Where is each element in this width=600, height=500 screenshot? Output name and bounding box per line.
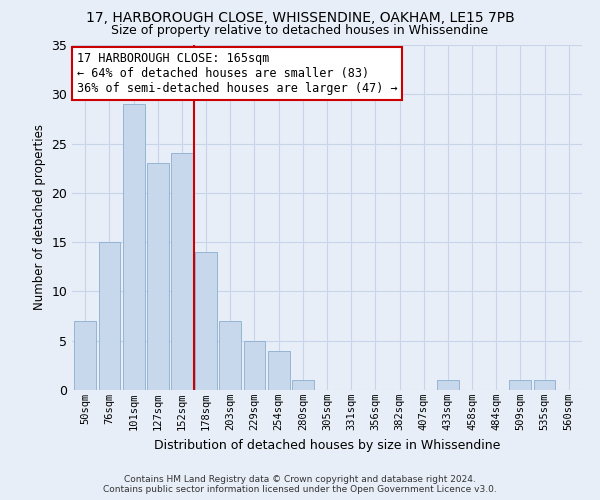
X-axis label: Distribution of detached houses by size in Whissendine: Distribution of detached houses by size … xyxy=(154,438,500,452)
Text: Contains HM Land Registry data © Crown copyright and database right 2024.
Contai: Contains HM Land Registry data © Crown c… xyxy=(103,474,497,494)
Bar xyxy=(244,340,265,390)
Bar xyxy=(74,321,96,390)
Text: 17, HARBOROUGH CLOSE, WHISSENDINE, OAKHAM, LE15 7PB: 17, HARBOROUGH CLOSE, WHISSENDINE, OAKHA… xyxy=(86,11,514,25)
Bar xyxy=(509,380,531,390)
Bar xyxy=(195,252,217,390)
Y-axis label: Number of detached properties: Number of detached properties xyxy=(33,124,46,310)
Text: Size of property relative to detached houses in Whissendine: Size of property relative to detached ho… xyxy=(112,24,488,37)
Bar xyxy=(533,380,556,390)
Bar xyxy=(123,104,145,390)
Bar xyxy=(292,380,314,390)
Bar xyxy=(171,154,193,390)
Text: 17 HARBOROUGH CLOSE: 165sqm
← 64% of detached houses are smaller (83)
36% of sem: 17 HARBOROUGH CLOSE: 165sqm ← 64% of det… xyxy=(77,52,398,95)
Bar xyxy=(268,350,290,390)
Bar xyxy=(220,321,241,390)
Bar xyxy=(98,242,121,390)
Bar xyxy=(147,164,169,390)
Bar xyxy=(437,380,459,390)
